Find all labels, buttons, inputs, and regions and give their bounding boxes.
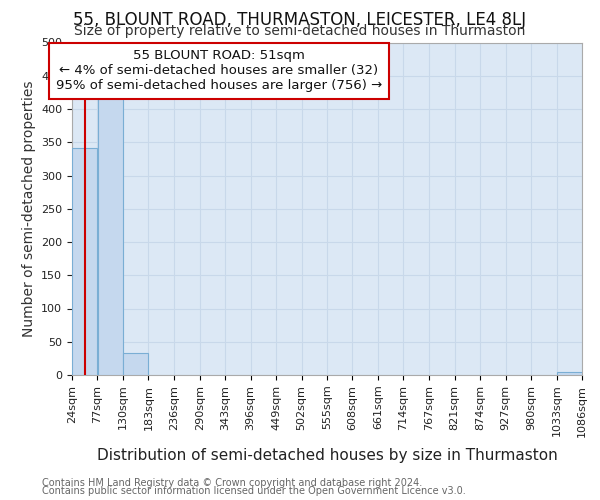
X-axis label: Distribution of semi-detached houses by size in Thurmaston: Distribution of semi-detached houses by … — [97, 448, 557, 462]
Text: Contains HM Land Registry data © Crown copyright and database right 2024.: Contains HM Land Registry data © Crown c… — [42, 478, 422, 488]
Text: Size of property relative to semi-detached houses in Thurmaston: Size of property relative to semi-detach… — [74, 24, 526, 38]
Y-axis label: Number of semi-detached properties: Number of semi-detached properties — [22, 80, 35, 337]
Bar — [98, 96, 122, 375]
Bar — [557, 372, 582, 375]
Text: Contains public sector information licensed under the Open Government Licence v3: Contains public sector information licen… — [42, 486, 466, 496]
Text: 55, BLOUNT ROAD, THURMASTON, LEICESTER, LE4 8LJ: 55, BLOUNT ROAD, THURMASTON, LEICESTER, … — [73, 11, 527, 29]
Bar — [72, 148, 97, 375]
Text: 55 BLOUNT ROAD: 51sqm
← 4% of semi-detached houses are smaller (32)
95% of semi-: 55 BLOUNT ROAD: 51sqm ← 4% of semi-detac… — [56, 49, 382, 92]
Bar — [123, 353, 148, 375]
